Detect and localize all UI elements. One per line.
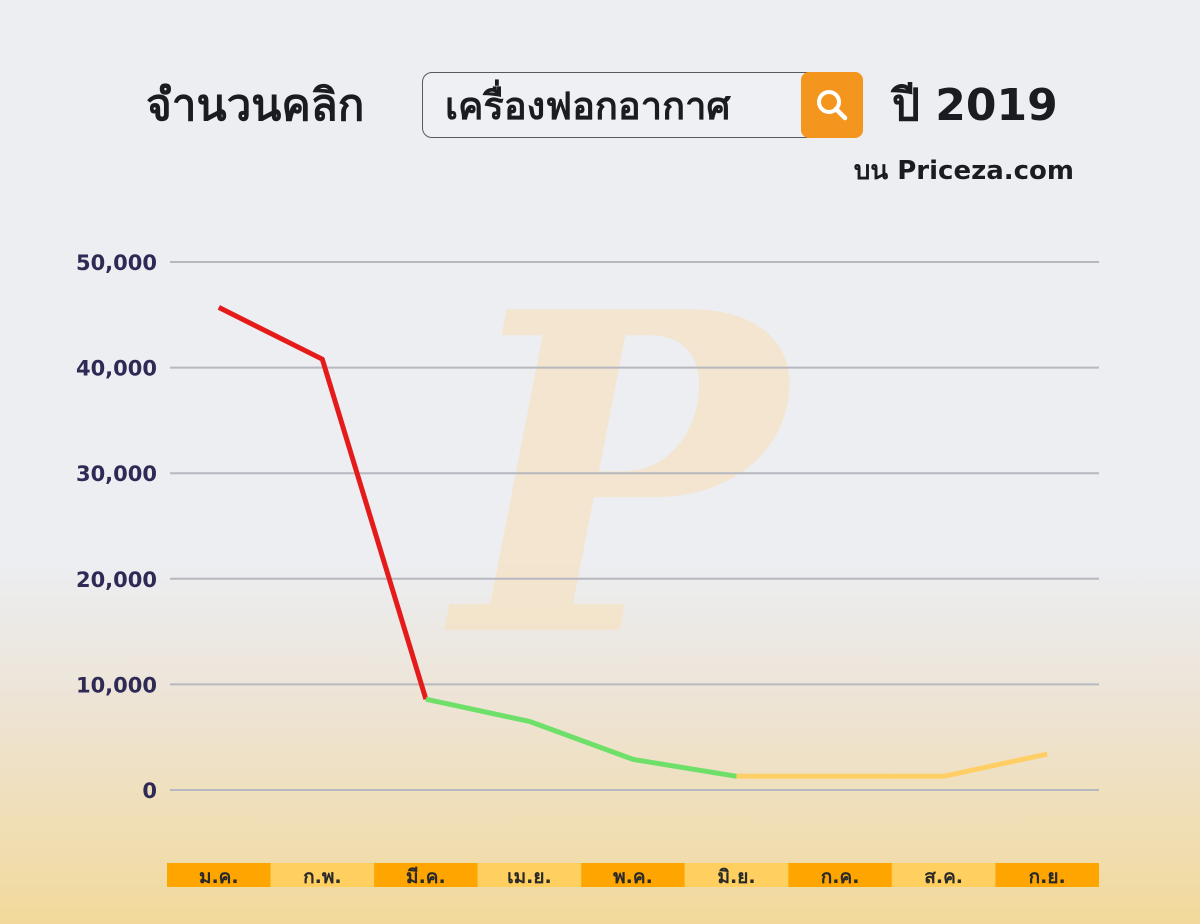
y-tick-label: 0 [142,779,157,803]
y-tick-label: 20,000 [76,568,157,592]
y-tick-label: 30,000 [76,462,157,486]
search-box: เครื่องฟอกอากาศ [422,72,863,138]
y-axis-ticks: 0 10,000 20,000 30,000 40,000 50,000 [76,251,157,803]
y-tick-label: 10,000 [76,673,157,697]
search-icon [817,90,848,121]
grid-lines [170,261,1099,791]
month-band [891,863,996,887]
x-tick-label: มี.ค. [406,866,446,888]
series-lines [217,305,1048,779]
x-tick-label: ม.ค. [199,866,239,888]
watermark-logo: P [441,217,799,734]
series-line-segment [425,696,738,779]
month-bands: ม.ค. ก.พ. มี.ค. เม.ย. พ.ค. มิ.ย. ก.ค. ส.ค. ก.ย. [167,863,1099,888]
series-line-segment [736,751,1048,779]
series-line-segment [217,305,429,700]
y-tick-label: 50,000 [76,251,157,275]
x-tick-label: ก.ย. [1029,866,1066,888]
x-tick-label: ส.ค. [924,866,963,888]
y-tick-label: 40,000 [76,357,157,381]
x-tick-label: พ.ค. [613,866,653,888]
month-band [581,863,685,887]
month-band [167,863,271,887]
x-tick-label: เม.ย. [507,866,552,888]
chart-header: จำนวนคลิก เครื่องฟอกอากาศ ปี 2019 บน Pri… [0,0,1200,200]
chart-title-suffix: ปี 2019 [892,80,1058,131]
x-tick-label: มิ.ย. [718,866,756,888]
month-band [374,863,478,887]
chart-title-prefix: จำนวนคลิก [146,80,365,131]
month-band [684,863,789,887]
search-button [801,72,863,138]
month-band [995,863,1099,887]
x-tick-label: ก.ค. [821,866,860,888]
month-band [788,863,892,887]
x-tick-label: ก.พ. [303,866,341,888]
month-band [477,863,582,887]
search-term: เครื่องฟอกอากาศ [445,84,731,128]
month-band [270,863,375,887]
chart-subtitle: บน Priceza.com [853,156,1074,186]
